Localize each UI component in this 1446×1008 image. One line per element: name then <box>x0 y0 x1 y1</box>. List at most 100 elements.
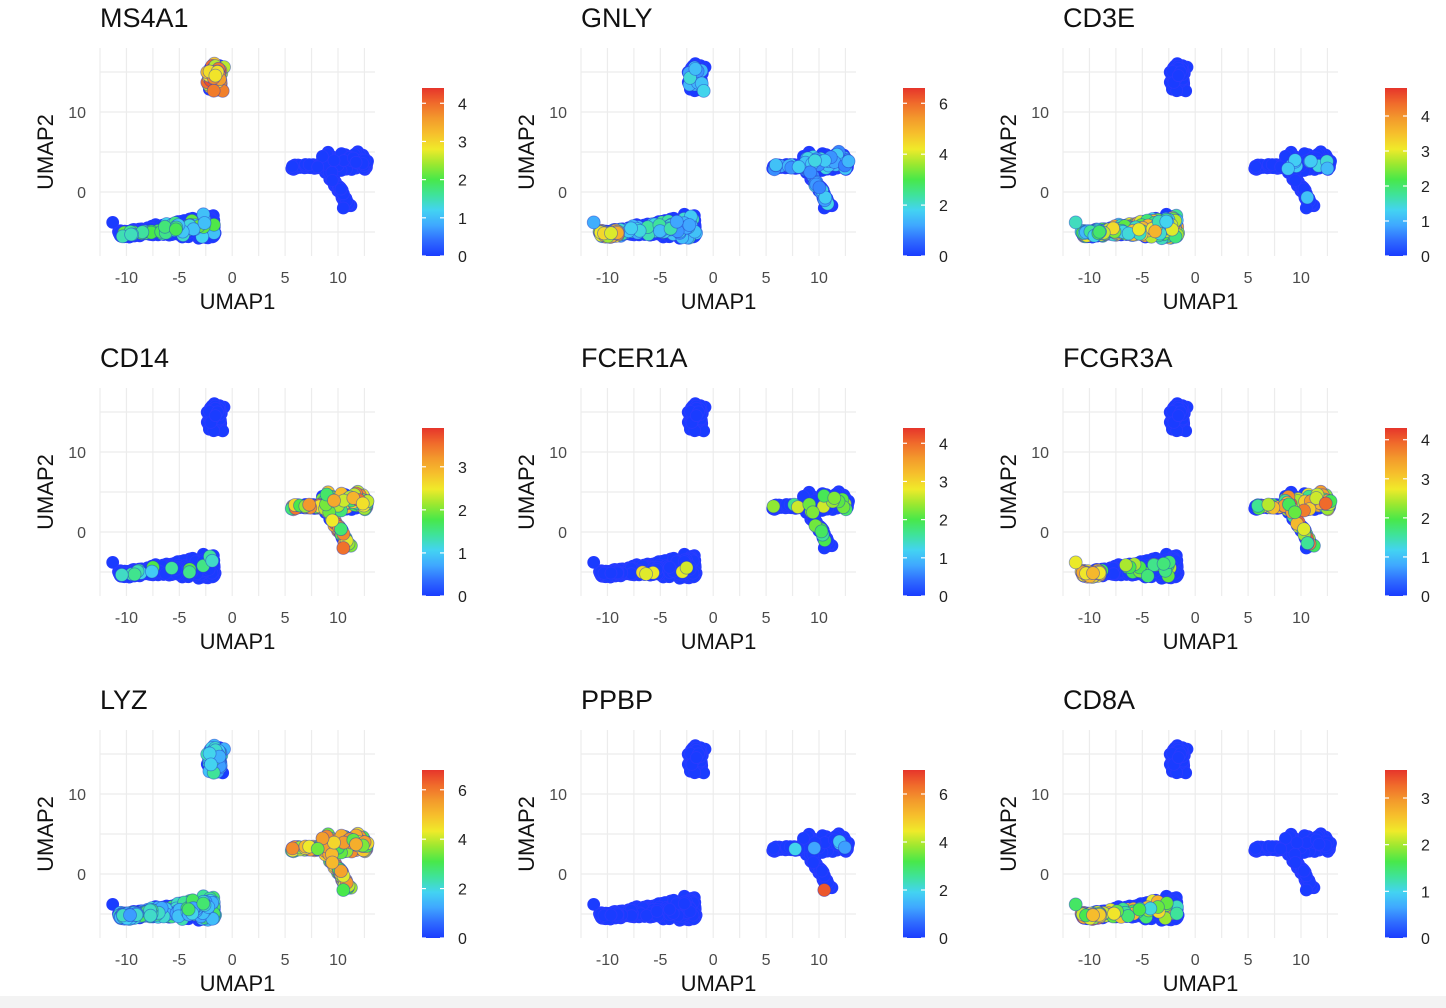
cell-point <box>1300 190 1315 205</box>
x-tick-label: -5 <box>172 270 186 287</box>
cell-point <box>144 564 159 579</box>
x-tick-label: 0 <box>228 610 237 627</box>
y-tick-label: 10 <box>68 105 86 122</box>
x-tick-label: 5 <box>281 270 290 287</box>
x-tick-label: 10 <box>810 270 828 287</box>
colorbar-tick-label: 2 <box>1421 179 1430 196</box>
colorbar-tick-label: 6 <box>939 96 948 113</box>
cell-point <box>327 493 341 508</box>
cell-point <box>168 222 183 237</box>
cell-point <box>336 201 350 215</box>
cell-point <box>336 541 351 555</box>
x-tick-label: -5 <box>1135 270 1149 287</box>
colorbar-tick-label: 4 <box>1421 109 1430 126</box>
cell-point <box>208 409 222 423</box>
y-tick-label: 0 <box>77 185 86 202</box>
cell-point <box>624 221 638 236</box>
y-tick-label: 10 <box>1031 105 1049 122</box>
cell-point <box>327 154 341 168</box>
cell-point <box>164 561 179 575</box>
x-tick-label: 5 <box>1244 270 1253 287</box>
cell-point <box>604 226 618 241</box>
y-tick-label: 10 <box>68 445 86 462</box>
x-tick-label: 5 <box>281 610 290 627</box>
cell-point <box>1320 161 1335 176</box>
cell-point <box>803 165 818 180</box>
panel-title: MS4A1 <box>100 3 189 33</box>
cell-points <box>106 56 374 245</box>
cell-point <box>696 84 711 98</box>
panel-title: CD14 <box>100 343 169 373</box>
y-axis-label: UMAP2 <box>514 114 539 190</box>
colorbar-tick-label: 1 <box>1421 214 1430 231</box>
cell-points <box>586 57 856 245</box>
cell-point <box>1092 224 1107 239</box>
cell-point <box>791 159 806 174</box>
y-tick-label: 0 <box>77 525 86 542</box>
cell-point <box>808 153 822 168</box>
cell-point <box>1281 161 1295 176</box>
colorbar-tick-label: 4 <box>939 147 948 164</box>
colorbar-tick-label: 0 <box>1421 249 1430 266</box>
cell-point <box>127 567 142 582</box>
cell-point <box>206 83 221 98</box>
cell-point <box>586 215 601 230</box>
x-tick-label: -10 <box>1078 270 1101 287</box>
cell-point <box>1172 69 1185 82</box>
cell-point <box>114 568 129 582</box>
x-axis-label: UMAP1 <box>1163 289 1239 314</box>
x-tick-label: 10 <box>329 610 347 627</box>
y-axis-label: UMAP2 <box>33 114 58 190</box>
y-axis-label: UMAP2 <box>33 454 58 530</box>
cell-point <box>1249 159 1262 173</box>
cell-point <box>841 154 856 169</box>
colorbar-tick-label: 2 <box>458 173 467 190</box>
x-tick-label: 10 <box>329 270 347 287</box>
x-axis-label: UMAP1 <box>681 289 757 314</box>
x-tick-label: -10 <box>115 270 138 287</box>
cell-point <box>1068 215 1083 230</box>
cell-point <box>1159 214 1174 229</box>
cell-point <box>769 158 783 172</box>
cell-point <box>286 159 299 173</box>
cell-point <box>302 497 317 512</box>
x-tick-label: -5 <box>653 270 667 287</box>
cell-point <box>106 215 120 229</box>
colorbar <box>422 88 444 256</box>
cell-point <box>1132 222 1146 237</box>
colorbar-tick-label: 0 <box>939 249 948 266</box>
cell-point <box>182 565 197 580</box>
y-axis-label: UMAP2 <box>996 114 1021 190</box>
x-tick-label: 10 <box>1292 270 1310 287</box>
x-tick-label: -5 <box>172 610 186 627</box>
cell-points <box>587 397 855 585</box>
cell-point <box>1288 174 1302 187</box>
cell-point <box>682 218 697 232</box>
cell-point <box>355 496 370 511</box>
x-tick-label: -10 <box>115 610 138 627</box>
cell-point <box>325 174 339 187</box>
colorbar <box>1385 88 1407 256</box>
colorbar <box>422 428 444 596</box>
cell-point <box>325 513 340 528</box>
cell-point <box>106 556 120 569</box>
colorbar-tick-label: 2 <box>458 503 467 520</box>
colorbar-tick-label: 1 <box>458 211 467 228</box>
cell-point <box>669 214 684 229</box>
cell-point <box>1148 224 1163 239</box>
x-tick-label: 0 <box>709 270 718 287</box>
colorbar-tick-label: 0 <box>458 589 467 606</box>
y-tick-label: 10 <box>549 105 567 122</box>
colorbar-tick-label: 3 <box>458 134 467 151</box>
panel-title: CD3E <box>1063 3 1135 33</box>
colorbar-tick-label: 3 <box>1421 144 1430 161</box>
cell-point <box>197 216 212 230</box>
colorbar-tick-label: 4 <box>458 96 467 113</box>
cell-point <box>208 68 223 83</box>
